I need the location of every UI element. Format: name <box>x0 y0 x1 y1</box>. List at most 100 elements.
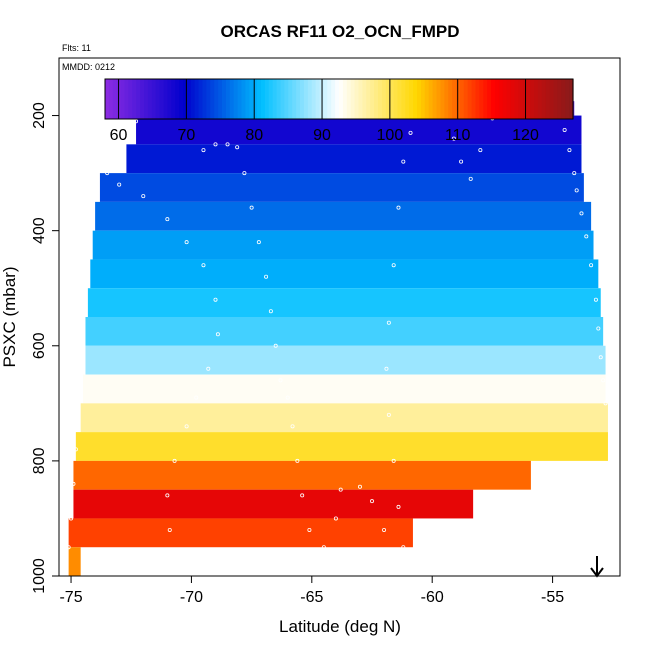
y-tick-label: 600 <box>31 332 48 359</box>
colorbar-cell <box>452 79 457 119</box>
colorbar-cell <box>132 79 137 119</box>
track-point <box>333 516 338 521</box>
colorbar-cell <box>210 79 215 119</box>
track-point <box>71 481 76 486</box>
track-point <box>584 234 589 239</box>
track-point <box>76 412 81 417</box>
track-point <box>256 240 261 245</box>
track-point <box>562 127 567 132</box>
colorbar-cell <box>241 79 246 119</box>
colorbar-frame <box>104 78 574 120</box>
colorbar-cell <box>268 79 274 119</box>
colorbar-cell <box>159 79 165 119</box>
track-point <box>69 516 74 521</box>
colorbar-cell <box>436 79 441 119</box>
track-point <box>300 493 305 498</box>
y-axis: 200 400 600 800 1000 <box>31 102 59 594</box>
track-point <box>78 378 83 383</box>
track-point <box>290 424 295 429</box>
colorbar-cell <box>545 79 551 119</box>
colorbar-cell <box>413 79 418 119</box>
colorbar-cell <box>112 79 118 119</box>
colorbar-cell <box>471 79 477 119</box>
colorbar-cell <box>553 79 558 119</box>
track-point <box>201 263 206 268</box>
heatmap-band <box>73 460 531 490</box>
colorbar-tick-label: 60 <box>110 127 128 144</box>
colorbar-cell <box>163 79 168 119</box>
colorbar-cell <box>202 79 207 119</box>
colorbar-cell <box>397 79 402 119</box>
colorbar-cell <box>487 79 492 119</box>
heatmap-band <box>75 432 608 461</box>
colorbar-cell <box>108 79 114 119</box>
colorbar-cell <box>303 79 309 119</box>
colorbar-cell <box>144 79 149 119</box>
colorbar-cell <box>420 79 426 119</box>
heatmap-band <box>83 374 606 404</box>
colorbar-tick-label: 110 <box>445 127 471 144</box>
colorbar-cell <box>526 79 531 119</box>
track-point <box>85 199 90 204</box>
track-point <box>88 240 93 245</box>
colorbar-cell <box>339 79 344 119</box>
track-point <box>129 136 134 141</box>
colorbar-cell <box>183 79 188 119</box>
colorbar-cell <box>323 79 328 119</box>
colorbar-cell <box>190 79 196 119</box>
heatmap-band <box>87 288 601 317</box>
track-point <box>406 548 411 553</box>
colorbar-cell <box>179 79 184 119</box>
track-point <box>172 458 177 463</box>
heatmap-band <box>136 115 582 145</box>
colorbar-cell <box>541 79 547 119</box>
colorbar-tick-label: 70 <box>177 127 195 144</box>
track-point <box>357 484 362 489</box>
track-point <box>459 159 464 164</box>
track-point <box>386 412 391 417</box>
track-point <box>596 326 601 331</box>
colorbar-cell <box>315 79 321 119</box>
track-point <box>401 545 406 550</box>
colorbar-cell <box>311 79 317 119</box>
track-point <box>579 211 584 216</box>
track-point <box>408 130 413 135</box>
y-axis-label: PSXC (mbar) <box>0 266 19 367</box>
colorbar-cell <box>491 79 496 119</box>
track-point <box>242 171 247 176</box>
track-point <box>468 176 473 181</box>
track-point <box>295 458 300 463</box>
y-tick-label: 200 <box>31 102 48 129</box>
colorbar-cell <box>292 79 297 119</box>
track-point <box>184 424 189 429</box>
track-point <box>321 545 326 550</box>
colorbar-cell <box>151 79 157 119</box>
heatmap-band <box>80 403 608 433</box>
colorbar-cell <box>479 79 484 119</box>
colorbar-cell <box>171 79 176 119</box>
colorbar-cell <box>284 79 289 119</box>
colorbar-cell <box>366 79 371 119</box>
colorbar: 60 70 80 90 100 110 120 <box>104 78 574 144</box>
track-point <box>165 493 170 498</box>
colorbar-cell <box>456 79 461 119</box>
track-point <box>574 188 579 193</box>
track-point <box>213 142 218 147</box>
x-axis-label: Latitude (deg N) <box>279 617 401 636</box>
track-point <box>572 171 577 176</box>
track-point <box>81 343 86 348</box>
track-point <box>134 119 139 124</box>
colorbar-cell <box>253 79 258 119</box>
colorbar-cell <box>245 79 250 119</box>
track-point <box>81 217 86 222</box>
colorbar-cell <box>276 79 282 119</box>
x-tick-label: -70 <box>180 589 203 606</box>
colorbar-cell <box>206 79 211 119</box>
colorbar-cell <box>432 79 438 119</box>
x-tick-label: -55 <box>541 589 564 606</box>
x-tick-label: -65 <box>300 589 323 606</box>
track-point <box>201 148 206 153</box>
colorbar-cell <box>218 79 223 119</box>
y-tick-label: 1000 <box>31 558 48 594</box>
colorbar-cell <box>261 79 266 119</box>
